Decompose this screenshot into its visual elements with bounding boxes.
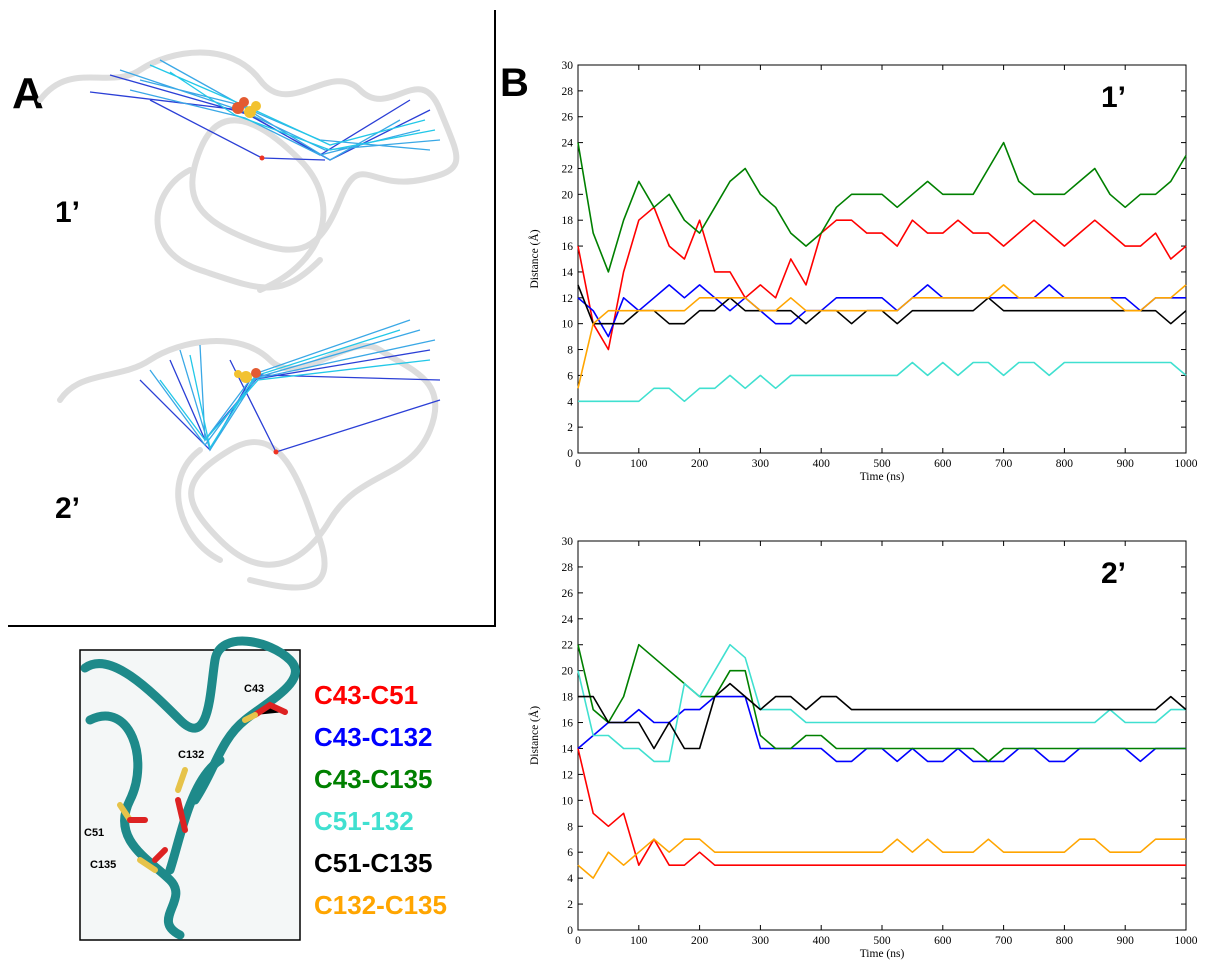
x-tick-label: 800 — [1056, 458, 1074, 470]
data-line — [577, 643, 1186, 763]
legend-entry: C51-132 — [314, 806, 414, 836]
plot-frame — [577, 64, 1187, 454]
y-tick-label: 0 — [567, 448, 573, 460]
data-line — [577, 695, 1186, 763]
x-tick-label: 500 — [873, 935, 891, 947]
x-tick-label: 900 — [1117, 935, 1135, 947]
data-line — [577, 284, 1187, 325]
y-tick-label: 8 — [567, 345, 573, 357]
y-tick-label: 28 — [562, 86, 574, 98]
y-tick-label: 22 — [562, 640, 574, 652]
y-tick-label: 12 — [562, 769, 574, 781]
x-axis-title: Time (ns) — [860, 948, 905, 960]
y-axis-title: Distance (Å) — [527, 229, 541, 288]
y-tick-label: 2 — [567, 422, 573, 434]
data-line — [578, 682, 1187, 750]
legend-entry: C51-C135 — [314, 848, 433, 878]
y-tick-label: 14 — [562, 743, 574, 755]
y-tick-label: 14 — [562, 267, 574, 279]
x-tick-label: 200 — [691, 458, 709, 470]
x-tick-label: 0 — [575, 458, 581, 470]
y-tick-label: 6 — [567, 847, 573, 859]
y-tick-label: 16 — [562, 718, 574, 730]
data-line — [577, 838, 1186, 879]
y-tick-label: 24 — [562, 614, 574, 626]
y-tick-label: 20 — [562, 666, 574, 678]
x-tick-label: 100 — [630, 458, 648, 470]
y-tick-label: 20 — [562, 189, 574, 201]
x-tick-label: 400 — [813, 935, 831, 947]
legend-entry: C43-C132 — [314, 722, 433, 752]
y-tick-label: 18 — [562, 215, 574, 227]
y-tick-label: 0 — [567, 925, 573, 937]
x-tick-label: 400 — [813, 458, 831, 470]
legend: C43-C51 C43-C132 C43-C135 C51-132 C51-C135 C1… — [314, 680, 447, 920]
data-line — [577, 206, 1187, 351]
y-tick-label: 10 — [562, 319, 574, 331]
data-line — [577, 284, 1187, 389]
structure-label: 1’ — [55, 196, 80, 229]
x-axis-title: Time (ns) — [860, 471, 905, 483]
legend-entry: C43-C135 — [314, 764, 433, 794]
residue-sticks — [117, 701, 288, 873]
y-tick-label: 26 — [562, 588, 574, 600]
y-tick-label: 26 — [562, 112, 574, 124]
y-tick-label: 6 — [567, 370, 573, 382]
residue-label: C51 — [84, 827, 104, 839]
data-line — [577, 748, 1186, 866]
x-tick-label: 0 — [575, 935, 581, 947]
y-tick-label: 4 — [567, 396, 573, 408]
y-tick-label: 4 — [567, 873, 573, 885]
residue-label: C132 — [178, 749, 204, 761]
y-tick-label: 12 — [562, 293, 574, 305]
panel-label: B — [500, 61, 529, 105]
y-tick-label: 18 — [562, 692, 574, 704]
y-tick-label: 2 — [567, 899, 573, 911]
y-tick-label: 8 — [567, 821, 573, 833]
y-tick-label: 16 — [562, 241, 574, 253]
data-line — [577, 643, 1186, 763]
y-tick-label: 22 — [562, 163, 574, 175]
chart-annotation: 2’ — [1101, 557, 1126, 590]
residue-label: C43 — [244, 683, 264, 695]
y-axis-title: Distance (Å) — [527, 706, 541, 765]
x-tick-label: 100 — [630, 935, 648, 947]
plot-frame — [577, 540, 1187, 931]
residue-label: C135 — [90, 859, 116, 871]
x-tick-label: 1000 — [1175, 935, 1198, 947]
panel-label: A — [12, 69, 44, 118]
x-tick-label: 700 — [995, 935, 1013, 947]
x-tick-label: 500 — [873, 458, 891, 470]
x-tick-label: 300 — [752, 458, 770, 470]
x-tick-label: 800 — [1056, 935, 1074, 947]
y-tick-label: 30 — [562, 60, 574, 72]
y-tick-label: 10 — [562, 795, 574, 807]
y-tick-label: 28 — [562, 562, 574, 574]
x-tick-label: 200 — [691, 935, 709, 947]
x-tick-label: 300 — [752, 935, 770, 947]
data-line — [577, 141, 1187, 273]
y-tick-label: 24 — [562, 138, 574, 150]
x-tick-label: 1000 — [1175, 458, 1198, 470]
structure-label: 2’ — [55, 492, 80, 525]
x-tick-label: 700 — [995, 458, 1013, 470]
legend-entry: C43-C51 — [314, 680, 418, 710]
x-tick-label: 600 — [934, 935, 952, 947]
x-tick-label: 600 — [934, 458, 952, 470]
x-tick-label: 900 — [1117, 458, 1135, 470]
vector-fan — [89, 59, 441, 453]
legend-entry: C132-C135 — [314, 890, 447, 920]
data-line — [578, 361, 1187, 403]
protein-ribbon — [37, 49, 460, 591]
y-tick-label: 30 — [562, 536, 574, 548]
atom-cluster — [232, 97, 279, 455]
chart-annotation: 1’ — [1101, 81, 1126, 114]
